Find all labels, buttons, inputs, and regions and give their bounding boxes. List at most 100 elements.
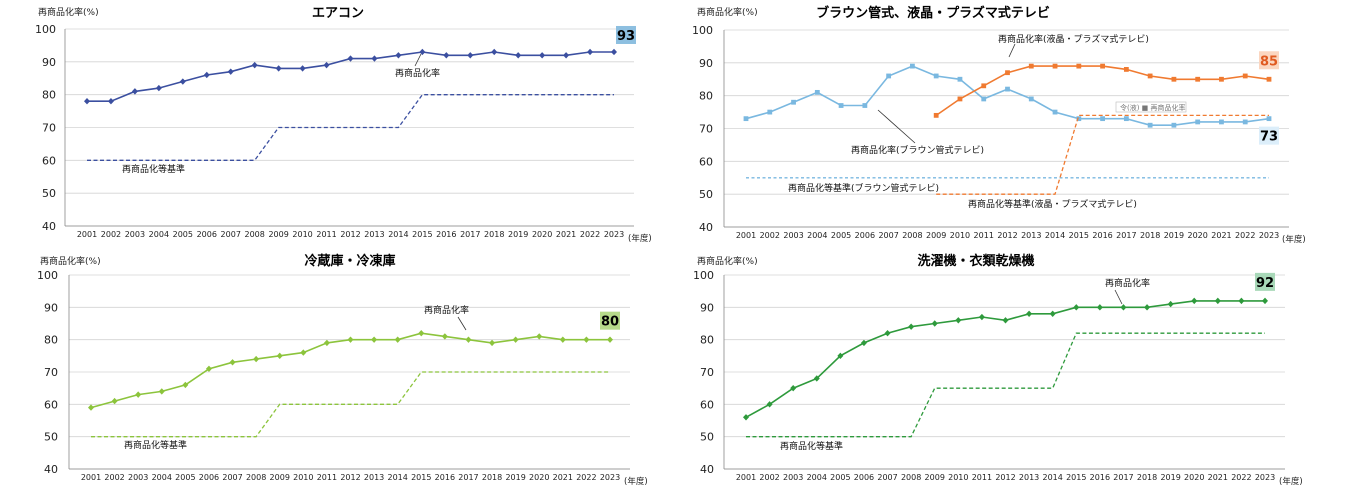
data-point — [1096, 304, 1103, 311]
x-tick-label: 2006 — [199, 473, 219, 482]
series-annotation: 再商品化率 — [1105, 277, 1150, 289]
data-point — [1171, 122, 1177, 128]
data-point — [1123, 116, 1129, 122]
x-tick-label: 2023 — [600, 473, 620, 482]
data-point — [512, 336, 519, 343]
data-point — [536, 333, 543, 340]
x-tick-label: 2011 — [317, 473, 337, 482]
data-point — [465, 336, 472, 343]
y-tick-label: 50 — [44, 431, 58, 444]
x-tick-label: 2002 — [760, 231, 780, 240]
data-point — [1266, 76, 1272, 82]
chart-title: 冷蔵庫・冷凍庫 — [304, 253, 395, 269]
series-line — [746, 332, 1265, 438]
x-tick-label: 2004 — [149, 230, 169, 239]
data-point — [1028, 96, 1034, 102]
x-tick-label: 2019 — [505, 473, 525, 482]
data-point — [1147, 122, 1153, 128]
data-point — [347, 336, 354, 343]
y-tick-label: 90 — [700, 301, 714, 314]
x-tick-label: 2015 — [412, 230, 432, 239]
data-point — [1195, 119, 1201, 125]
data-point — [489, 339, 496, 347]
y-tick-label: 70 — [44, 366, 58, 379]
series-annotation: 再商品化等基準 — [122, 163, 185, 175]
x-tick-label: 2021 — [556, 230, 576, 239]
value-badge-label: 73 — [1260, 130, 1278, 145]
y-tick-label: 90 — [44, 301, 58, 314]
x-tick-label: 2007 — [222, 473, 242, 482]
data-point — [933, 73, 939, 79]
x-tick-label: 2006 — [854, 473, 874, 482]
x-tick-label: 2016 — [435, 473, 455, 482]
data-point — [1076, 63, 1082, 69]
x-tick-label: 2019 — [1160, 473, 1180, 482]
data-point — [418, 330, 425, 337]
data-point — [179, 78, 186, 85]
data-point — [203, 71, 210, 79]
x-tick-label: 2013 — [1021, 231, 1041, 240]
annotation-leader — [1114, 289, 1123, 305]
series-annotation: 再商品化率 — [424, 304, 469, 316]
data-point — [395, 52, 402, 59]
data-point — [1242, 73, 1248, 79]
x-tick-label: 2005 — [830, 473, 850, 482]
x-tick-label: 2008 — [902, 231, 922, 240]
y-tick-label: 60 — [44, 398, 58, 411]
x-tick-label: 2015 — [411, 473, 431, 482]
x-tick-label: 2014 — [388, 473, 408, 482]
x-tick-label: 2004 — [807, 473, 827, 482]
data-point — [957, 96, 963, 102]
x-tick-label: 2002 — [104, 473, 124, 482]
y-tick-label: 100 — [692, 24, 713, 37]
data-point — [1171, 76, 1177, 82]
x-tick-label: 2013 — [364, 230, 384, 239]
y-tick-label: 40 — [44, 463, 58, 476]
y-tick-label: 100 — [693, 269, 714, 282]
x-tick-label: 2010 — [950, 231, 970, 240]
data-point — [299, 65, 306, 72]
x-tick-label: 2014 — [1043, 473, 1063, 482]
data-point — [1028, 63, 1034, 69]
x-tick-label: 2022 — [580, 230, 600, 239]
x-tick-label: 2003 — [783, 231, 803, 240]
data-point — [135, 391, 142, 398]
chart-tv: ブラウン管式、液晶・プラズマ式テレビ 再商品化率(%) (年度) 40 50 60 70 80… — [692, 5, 1306, 245]
data-point — [908, 323, 915, 330]
data-point — [253, 355, 260, 363]
chart-washer: 洗濯機・衣類乾燥機 再商品化率(%) (年度) 40 50 60 70 80 90 100 2001… — [693, 253, 1303, 487]
data-point — [371, 55, 378, 62]
series-annotation: 再商品化等基準(液晶・プラズマ式テレビ) — [968, 198, 1137, 210]
data-point — [275, 65, 282, 72]
annotation-leader — [457, 316, 467, 331]
series-annotation: 再商品化等基準 — [780, 440, 843, 452]
value-badge — [1255, 272, 1275, 291]
value-badge-label: 85 — [1260, 54, 1278, 69]
y-tick-label: 80 — [42, 89, 56, 102]
data-point — [766, 401, 773, 408]
x-tick-label: 2023 — [604, 230, 624, 239]
x-tick-label: 2016 — [436, 230, 456, 239]
x-tick-label: 2008 — [901, 473, 921, 482]
data-point — [1073, 304, 1080, 311]
value-badge-label: 92 — [1256, 276, 1274, 291]
x-tick-label: 2016 — [1090, 473, 1110, 482]
data-point — [1005, 86, 1010, 92]
value-badge — [1259, 51, 1279, 70]
data-point — [323, 339, 330, 347]
x-tick-label: 2019 — [1164, 231, 1184, 240]
data-point — [443, 52, 450, 59]
note-box — [1115, 101, 1187, 113]
data-point — [933, 112, 939, 118]
series-annotation: 再商品化等基準(ブラウン管式テレビ) — [788, 182, 939, 194]
data-point — [583, 336, 590, 343]
data-point — [539, 52, 546, 59]
x-tick-label: 2006 — [197, 230, 217, 239]
x-tick-label: 2014 — [388, 230, 408, 239]
series-line — [936, 114, 1269, 195]
y-axis-label: 再商品化率(%) — [40, 255, 101, 267]
data-point — [1219, 76, 1224, 82]
series-line — [91, 371, 610, 438]
x-tick-label: 2019 — [508, 230, 528, 239]
